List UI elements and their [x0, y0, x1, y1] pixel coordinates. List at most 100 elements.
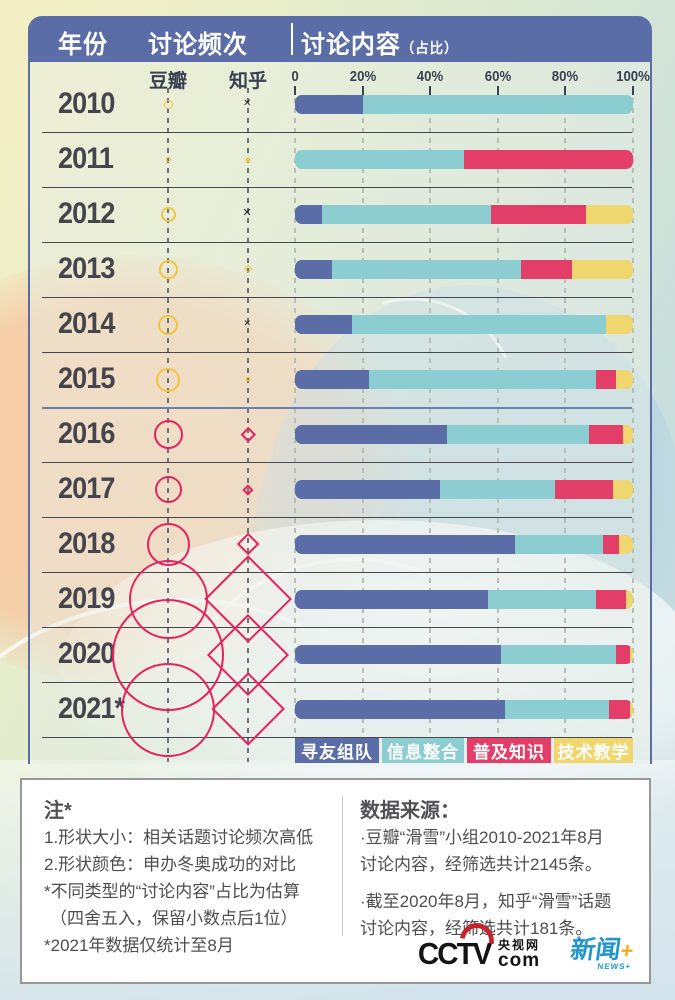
bar-segment-技术教学	[612, 480, 633, 499]
douban-marker-2015	[156, 367, 180, 392]
bar-segment-寻友组队	[295, 370, 370, 389]
row-separator	[42, 242, 632, 243]
axis-tick-label: 80%	[552, 68, 579, 85]
header-frequency-column: 讨论频次	[148, 31, 248, 59]
cctv-logo: CCTV 央视网 com	[416, 915, 541, 972]
bar-segment-寻友组队	[295, 480, 441, 499]
bar-segment-信息整合	[369, 370, 596, 389]
douban-marker-2012	[160, 207, 176, 222]
axis-gridline	[564, 98, 567, 736]
douban-marker-2017	[154, 476, 182, 503]
legend-item-技术教学: 技术教学	[554, 738, 633, 763]
content-bar-2014	[295, 315, 633, 334]
zhihu-marker-x-2010: ✕	[243, 97, 252, 109]
bar-segment-技术教学	[629, 700, 633, 719]
bar-segment-信息整合	[440, 480, 556, 499]
bar-segment-信息整合	[487, 590, 596, 609]
bar-segment-寻友组队	[295, 425, 448, 444]
bar-segment-技术教学	[572, 260, 633, 279]
bar-segment-普及知识	[595, 590, 627, 609]
bar-segment-技术教学	[616, 370, 633, 389]
notes-box: 注* 1.形状大小：相关话题讨论频次高低 2.形状颜色：申办冬奥成功的对比 *不…	[20, 778, 651, 984]
axis-gridline	[429, 98, 432, 736]
year-label-2012: 2012	[58, 196, 115, 230]
bar-segment-信息整合	[352, 315, 606, 334]
sources-title: 数据来源：	[360, 800, 460, 822]
bar-segment-普及知识	[616, 645, 630, 664]
table-header: 年份 讨论频次 讨论内容（占比）	[28, 16, 652, 62]
year-label-2016: 2016	[58, 416, 115, 450]
content-bar-2011	[295, 150, 633, 169]
bar-segment-信息整合	[322, 205, 492, 224]
year-label-2021: 2021*	[58, 691, 125, 725]
axis-tick-mark	[496, 86, 499, 95]
content-bar-2020	[295, 645, 633, 664]
cctv-wordmark: CCTV	[418, 915, 501, 972]
bar-segment-信息整合	[295, 150, 464, 169]
content-bar-2013	[295, 260, 633, 279]
douban-marker-2021	[121, 662, 215, 757]
note-line: *不同类型的“讨论内容”占比为估算	[44, 882, 300, 901]
content-bar-2010	[295, 95, 633, 114]
axis-tick-mark	[632, 86, 634, 95]
panel-left-border	[28, 60, 30, 764]
year-label-2010: 2010	[58, 86, 115, 120]
bar-segment-技术教学	[622, 425, 633, 444]
bar-segment-普及知识	[602, 535, 620, 554]
bar-segment-信息整合	[362, 95, 633, 114]
axis-gridline	[632, 98, 634, 736]
row-separator	[42, 462, 632, 463]
bar-segment-信息整合	[332, 260, 522, 279]
douban-marker-2013	[158, 260, 178, 279]
header-content-column: 讨论内容（占比）	[301, 31, 459, 59]
content-bar-2018	[295, 535, 633, 554]
axis-tick-mark	[429, 86, 432, 95]
legend-item-寻友组队: 寻友组队	[295, 738, 379, 763]
content-bar-2016	[295, 425, 633, 444]
row-separator	[42, 572, 632, 573]
year-label-2017: 2017	[58, 471, 115, 505]
bar-segment-技术教学	[629, 645, 633, 664]
year-label-2015: 2015	[58, 361, 115, 395]
legend-item-普及知识: 普及知识	[467, 738, 551, 763]
cctv-com-label: com	[498, 949, 541, 971]
row-separator	[42, 132, 632, 133]
row-separator	[42, 297, 632, 298]
axis-tick-mark	[361, 86, 364, 95]
douban-marker-2016	[153, 420, 183, 449]
bar-segment-普及知识	[491, 205, 586, 224]
header-divider	[291, 23, 293, 55]
zhihu-column-line	[247, 88, 249, 762]
year-label-2014: 2014	[58, 306, 115, 340]
bar-segment-普及知识	[464, 150, 633, 169]
axis-tick-label: 100%	[616, 68, 650, 85]
content-bar-2017	[295, 480, 633, 499]
bar-segment-寻友组队	[295, 205, 323, 224]
legend-item-信息整合: 信息整合	[382, 738, 464, 763]
content-bar-2021	[295, 700, 633, 719]
note-line: （四舍五入，保留小数点后1位）	[50, 909, 298, 928]
bar-segment-普及知识	[555, 480, 613, 499]
douban-marker-2011	[165, 157, 171, 162]
bar-segment-寻友组队	[295, 590, 488, 609]
bar-segment-寻友组队	[295, 260, 333, 279]
bar-segment-普及知识	[589, 425, 623, 444]
year-label-2011: 2011	[58, 141, 114, 175]
note-line: *2021年数据仅统计至8月	[44, 936, 234, 955]
newsplus-logo: 新闻+ NEWS+	[568, 935, 636, 971]
douban-marker-2014	[158, 314, 178, 335]
row-separator	[42, 407, 632, 409]
chart-panel: 年份 讨论频次 讨论内容（占比） 豆瓣 知乎 0 20% 40% 60% 80% 100%…	[28, 16, 652, 764]
source-line: 讨论内容，经筛选共计181条。	[360, 919, 593, 938]
row-separator	[42, 352, 632, 353]
cctv-cn-label: 央视网	[498, 937, 541, 952]
bar-segment-普及知识	[595, 370, 617, 389]
axis-tick-label: 40%	[416, 68, 444, 85]
bar-segment-信息整合	[447, 425, 590, 444]
content-bar-2015	[295, 370, 633, 389]
subheader-douban: 豆瓣	[148, 71, 187, 92]
axis-tick-label: 0	[291, 68, 299, 85]
axis-tick-mark	[564, 86, 567, 95]
notes-title: 注*	[44, 800, 72, 822]
axis-gridline	[361, 98, 364, 736]
